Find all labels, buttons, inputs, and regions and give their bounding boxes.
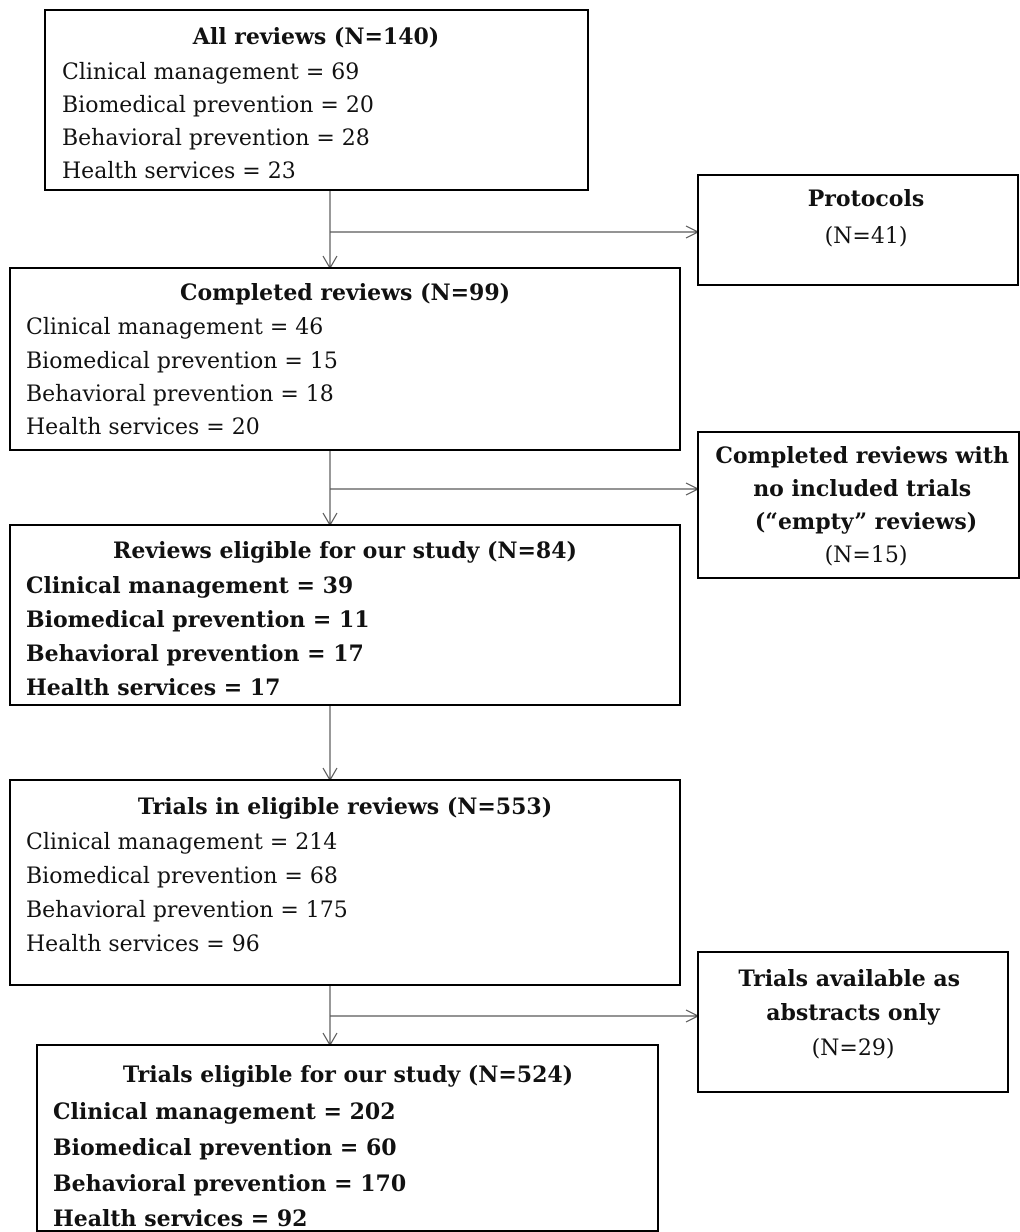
node-line: Biomedical prevention = 11 (26, 607, 370, 633)
title-line: Trials available as (738, 966, 967, 992)
node-line: Health services = 96 (26, 932, 260, 957)
box (9, 267, 681, 451)
node-line: Behavioral prevention = 18 (26, 382, 334, 407)
box (9, 779, 681, 986)
node-title: Protocols (808, 186, 924, 212)
node-line: Behavioral prevention = 28 (62, 126, 370, 151)
node-title: Completed reviews with no included trial… (715, 443, 1016, 535)
node-line: Clinical management = 69 (62, 60, 359, 85)
title-line: no included trials (753, 476, 979, 502)
node-line: Behavioral prevention = 17 (26, 641, 364, 667)
node-line: Biomedical prevention = 20 (62, 93, 374, 118)
box (697, 174, 1019, 286)
title-line: abstracts only (766, 1000, 941, 1026)
title-line: (“empty” reviews) (755, 509, 977, 535)
box (9, 524, 681, 706)
node-title: Completed reviews (N=99) (180, 280, 510, 306)
node-title: Trials available as abstracts only (738, 966, 967, 1026)
node-line: Behavioral prevention = 175 (26, 898, 348, 923)
node-line: (N=29) (812, 1036, 895, 1061)
node-line: Clinical management = 39 (26, 573, 353, 599)
box (697, 951, 1009, 1093)
node-line: Clinical management = 202 (53, 1099, 396, 1125)
node-title: All reviews (N=140) (192, 24, 439, 50)
title-line: Completed reviews with (715, 443, 1016, 469)
node-title: Trials eligible for our study (N=524) (123, 1062, 573, 1088)
node-line: Health services = 23 (62, 159, 296, 184)
node-title: Trials in eligible reviews (N=553) (138, 794, 552, 820)
node-line: Health services = 92 (53, 1206, 307, 1232)
node-line: Health services = 20 (26, 415, 260, 440)
node-title: Reviews eligible for our study (N=84) (113, 538, 577, 564)
node-line: Biomedical prevention = 60 (53, 1135, 397, 1161)
node-line: (N=41) (825, 224, 908, 249)
node-line: Clinical management = 46 (26, 315, 323, 340)
box (36, 1044, 659, 1232)
node-line: Behavioral prevention = 170 (53, 1171, 406, 1197)
node-line: Biomedical prevention = 68 (26, 864, 338, 889)
box (697, 431, 1020, 579)
node-line: (N=15) (825, 543, 908, 568)
node-line: Health services = 17 (26, 675, 280, 701)
node-line: Clinical management = 214 (26, 830, 337, 855)
box (44, 9, 589, 191)
node-line: Biomedical prevention = 15 (26, 349, 338, 374)
